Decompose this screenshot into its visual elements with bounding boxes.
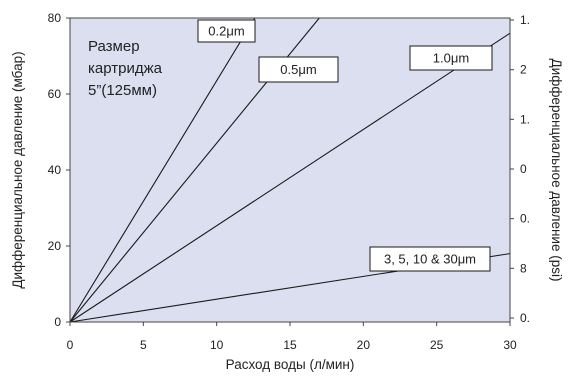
series-label-box-3: 3, 5, 10 & 30μm <box>369 246 491 272</box>
y-tick-label: 40 <box>48 163 62 177</box>
y-tick-label: 0 <box>54 315 61 329</box>
series-label-box-1: 0.5μm <box>258 56 339 83</box>
x-tick-label: 10 <box>210 338 224 352</box>
label-box-frame <box>369 246 491 272</box>
y2-axis-label: Дифференциальное давление (psi) <box>549 59 564 282</box>
y2-tick-label: 0 <box>520 162 527 176</box>
y2-tick-label: 2 <box>520 63 527 77</box>
series-label: 0.2μm <box>208 24 244 39</box>
series-label-box-2: 1.0μm <box>409 45 493 71</box>
series-label: 3, 5, 10 & 30μm <box>384 252 476 267</box>
y-axis-label: Дифференциальное давление (мбар) <box>10 51 25 288</box>
series-lines <box>69 17 511 323</box>
series-label: 0.5μm <box>280 62 316 77</box>
label-box-frame <box>258 56 339 83</box>
x-tick-label: 5 <box>140 338 147 352</box>
x-tick-label: 30 <box>503 338 517 352</box>
x-tick-label: 20 <box>357 338 371 352</box>
y2-tick-label: 0. <box>520 311 530 325</box>
series-labels: 0.2μm 0.5μm 1.0μm 3, 5, 10 & 30μm <box>197 19 493 272</box>
y2-tick-label: 1. <box>520 13 530 27</box>
series-line-0 <box>69 17 256 323</box>
series-label: 1.0μm <box>433 51 469 66</box>
x-tick-label: 0 <box>67 338 74 352</box>
y-tick-label: 60 <box>48 87 62 101</box>
axes: 0 5 10 15 20 25 30 0 20 40 60 80 1. 2 1. 0 0. 8 0. <box>48 11 530 352</box>
y-tick-label: 20 <box>48 239 62 253</box>
x-axis-label: Расход воды (л/мин) <box>226 357 355 372</box>
annotation-line: 5”(125мм) <box>88 82 157 99</box>
annotation-line: Размер <box>88 38 140 55</box>
series-line-2 <box>69 32 511 323</box>
y-tick-label: 80 <box>48 11 62 25</box>
series-label-box-0: 0.2μm <box>197 19 256 43</box>
x-tick-label: 25 <box>430 338 444 352</box>
y2-tick-label: 1. <box>520 112 530 126</box>
annotation-line: картриджа <box>88 60 163 77</box>
y2-tick-label: 0. <box>520 212 530 226</box>
y2-tick-label: 8 <box>520 261 527 275</box>
label-box-frame <box>409 45 493 71</box>
x-tick-label: 15 <box>283 338 297 352</box>
label-box-frame <box>197 19 256 43</box>
annotation: Размер картриджа 5”(125мм) <box>88 38 163 99</box>
